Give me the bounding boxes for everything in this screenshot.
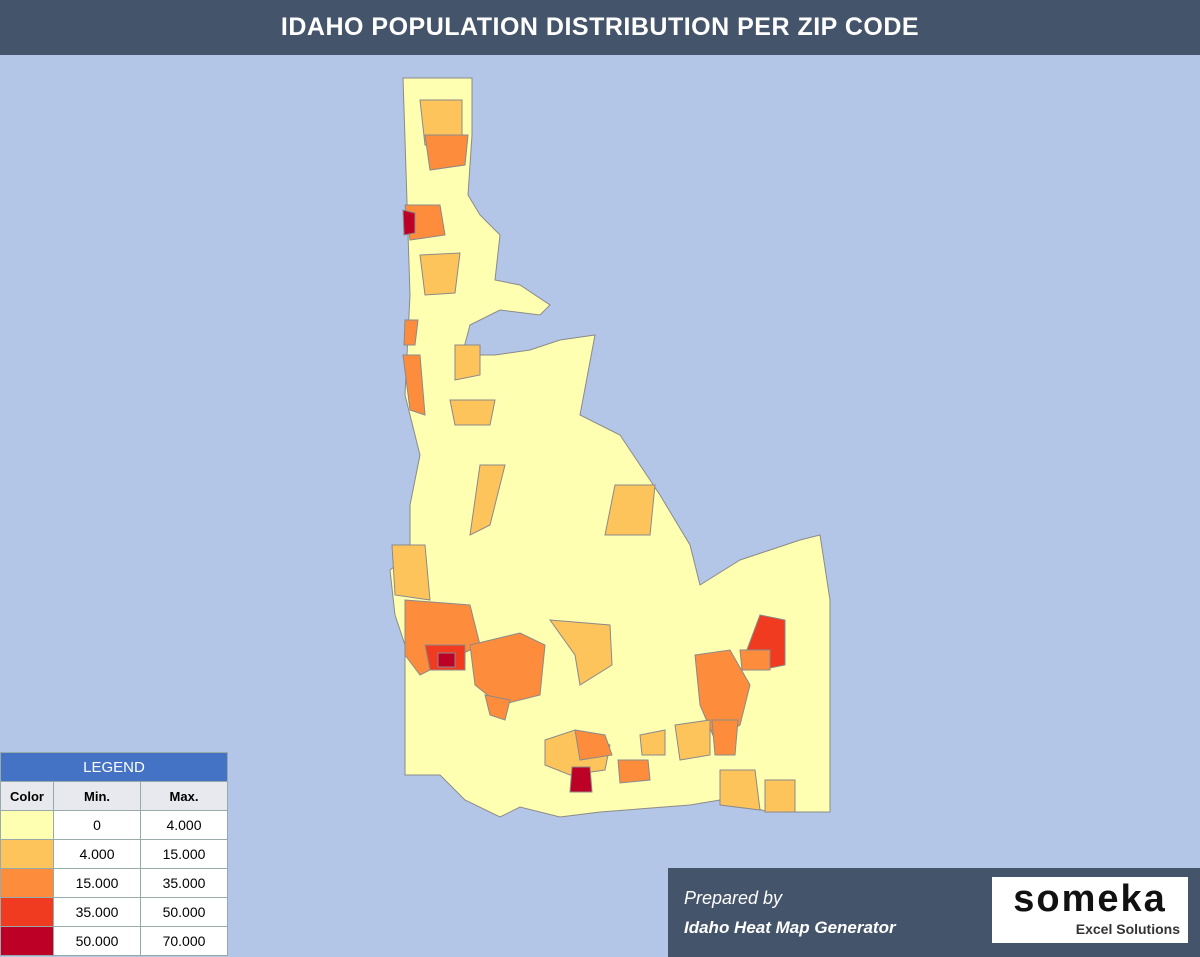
legend-swatch [0,897,54,927]
zip-region [574,729,613,761]
legend-column: Max. [140,781,228,811]
legend-column: Color [0,781,54,811]
zip-region [617,759,651,784]
idaho-zips [389,77,831,818]
map [389,77,831,818]
zip-region [437,652,456,668]
generator-name: Idaho Heat Map Generator [684,918,896,937]
legend-max: 70.000 [140,926,228,956]
zip-region [639,729,666,756]
zip-region [694,649,751,741]
legend-rows: 0 4.000 4.000 15.000 15.000 35.000 35.000 50.00… [0,810,228,956]
zip-region [569,766,593,793]
legend-swatch [0,868,54,898]
footer: Prepared by Idaho Heat Map Generator som… [668,868,1200,957]
zip-region [484,694,511,721]
logo-subtext: Excel Solutions [1075,921,1180,937]
legend-min: 4.000 [53,839,141,869]
legend-max: 50.000 [140,897,228,927]
legend-row: 50.000 70.000 [0,926,228,956]
legend: LEGEND Color Min. Max. 0 4.000 4.000 15.000… [0,752,228,956]
legend-min: 50.000 [53,926,141,956]
logo-text: someka [1013,878,1167,920]
zip-region [764,779,796,813]
zip-region [469,464,506,536]
legend-row: 35.000 50.000 [0,897,228,927]
legend-max: 15.000 [140,839,228,869]
zip-region [719,769,761,811]
zip-region [604,484,656,536]
legend-row: 4.000 15.000 [0,839,228,869]
zip-region [419,252,461,296]
state-shape [389,77,831,818]
zip-region [402,354,426,416]
legend-min: 0 [53,810,141,840]
zip-region [449,399,496,426]
logo: someka Excel Solutions [992,877,1188,943]
legend-swatch [0,839,54,869]
legend-min: 35.000 [53,897,141,927]
zip-region [454,344,481,381]
legend-min: 15.000 [53,868,141,898]
zip-region [711,719,739,756]
zip-region [469,632,546,706]
legend-title: LEGEND [0,752,228,782]
legend-swatch [0,926,54,956]
legend-swatch [0,810,54,840]
prepared-label: Prepared by [684,888,783,908]
zip-region [403,319,419,346]
zip-region [391,544,431,601]
legend-max: 4.000 [140,810,228,840]
zip-region [548,619,613,686]
zip-region [674,719,711,761]
zip-region [424,134,469,171]
legend-column: Min. [53,781,141,811]
legend-row: 0 4.000 [0,810,228,840]
legend-row: 15.000 35.000 [0,868,228,898]
zip-region [739,649,771,671]
title: IDAHO POPULATION DISTRIBUTION PER ZIP CO… [0,0,1200,55]
zip-region [402,209,416,236]
legend-max: 35.000 [140,868,228,898]
